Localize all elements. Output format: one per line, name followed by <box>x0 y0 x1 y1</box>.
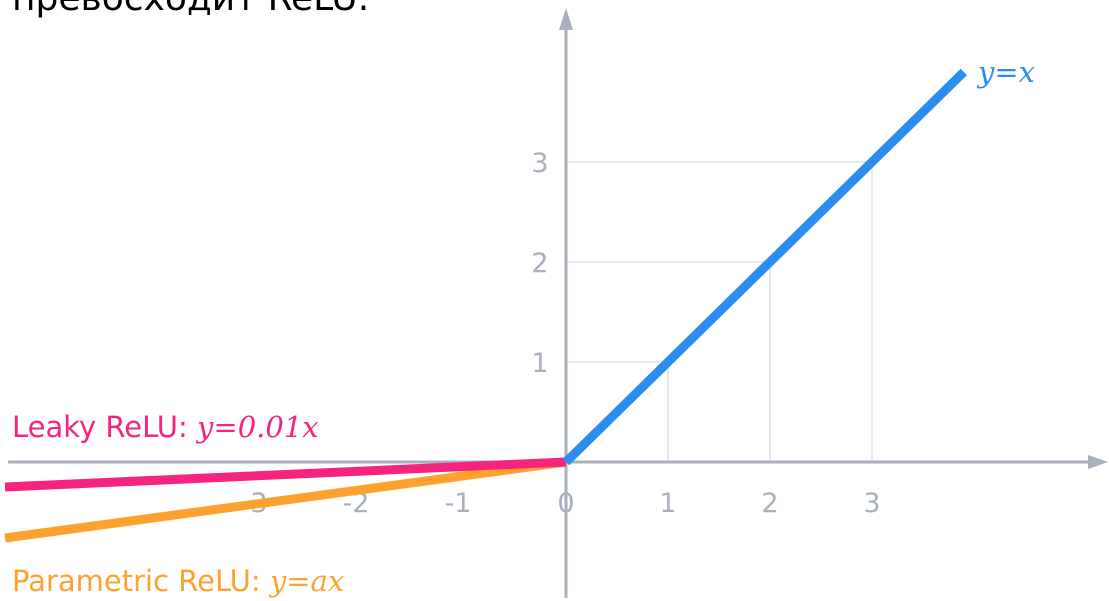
x-tick-label: 3 <box>863 488 880 519</box>
series-labels: Leaky ReLU: y=0.01x Parametric ReLU: y=ax… <box>12 55 1035 598</box>
leaky-relu-equation: y=0.01x <box>195 410 319 444</box>
grid-lines <box>566 161 873 462</box>
x-tick-label: 0 <box>557 488 574 519</box>
x-tick-label: -1 <box>445 488 472 519</box>
identity-equation-label: y=x <box>976 55 1035 89</box>
y-axis-arrow-icon <box>559 8 573 30</box>
parametric-relu-label: Parametric ReLU: y=ax <box>12 564 344 598</box>
x-tick-label: 1 <box>659 488 676 519</box>
x-tick-label: 2 <box>761 488 778 519</box>
top-caption-text: превосходит ReLU. <box>12 0 369 19</box>
y-tick-label: 1 <box>531 348 548 379</box>
y-tick-label: 3 <box>531 148 548 179</box>
leaky-relu-line <box>4 457 567 492</box>
series-lines <box>4 68 967 543</box>
leaky-relu-label: Leaky ReLU: y=0.01x <box>12 410 319 444</box>
identity-line <box>562 68 967 466</box>
y-tick-label: 2 <box>531 248 548 279</box>
x-axis-arrow-icon <box>1088 455 1108 469</box>
leaky-relu-name: Leaky ReLU: <box>12 410 197 444</box>
parametric-relu-equation: y=ax <box>268 564 344 598</box>
parametric-relu-name: Parametric ReLU: <box>12 564 270 598</box>
parametric-relu-line <box>4 457 567 543</box>
